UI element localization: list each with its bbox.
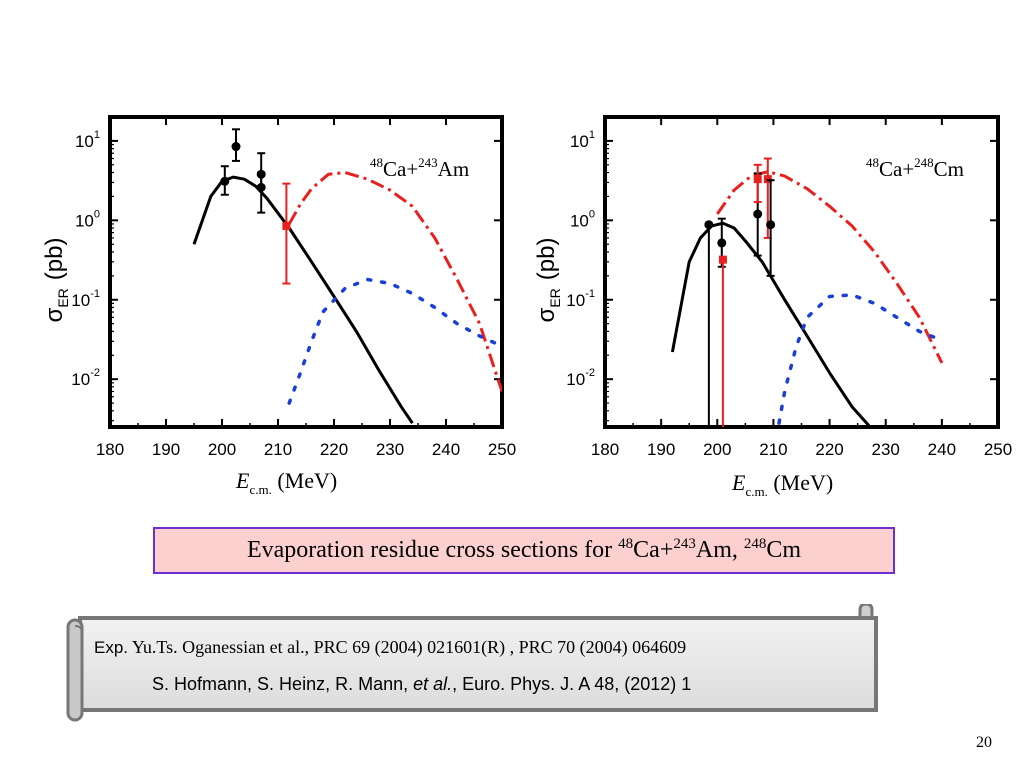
- chart-right-xtick-label: 180: [591, 440, 619, 459]
- chart-left-xtick-label: 200: [208, 440, 236, 459]
- chart-right-ytick-label: 100: [570, 208, 595, 230]
- chart-left-ytick-label: 10-2: [71, 367, 100, 389]
- chart-right: 180 190 200 210 220 230 240 250 10-2 10-1 100 101 σ…: [533, 115, 1012, 499]
- chart-left-plot-area: 180 190 200 210 220 230 240 250 10-2 10-1 100 101: [71, 115, 516, 459]
- chart-right-xtick-label: 190: [647, 440, 675, 459]
- exp-label: Exp.: [94, 638, 129, 657]
- chart-left-xtick-label: 240: [432, 440, 460, 459]
- chart-left-xtick-label: 180: [96, 440, 124, 459]
- chart-left-xtick-label: 250: [488, 440, 516, 459]
- chart-right-series-solid: [670, 221, 871, 427]
- caption-text: Evaporation residue cross sections for 4…: [246, 536, 802, 564]
- page-number: 20: [976, 734, 992, 751]
- chart-left-data-point: [282, 182, 291, 285]
- chart-left-xlabel: Ec.m. (MeV): [235, 468, 337, 497]
- chart-right-xlabel: Ec.m. (MeV): [731, 470, 833, 499]
- chart-right-xtick-label: 220: [815, 440, 843, 459]
- reference-line-2: S. Hofmann, S. Heinz, R. Mann, et al., E…: [152, 674, 692, 694]
- chart-left-ytick-label: 10-1: [71, 288, 100, 310]
- chart-left-xtick-label: 220: [320, 440, 348, 459]
- chart-right-plot-area: 180 190 200 210 220 230 240 250 10-2 10-1 100 101: [566, 115, 1012, 459]
- chart-left-ytick-label: 101: [75, 129, 100, 151]
- reference-scroll: [66, 604, 886, 724]
- chart-left-ylabel-sigma: σER(pb): [41, 238, 71, 323]
- caption-box: Evaporation residue cross sections for 4…: [153, 527, 895, 574]
- charts-canvas: 180 190 200 210 220 230 240 250 10-2 10-1 100 101 σ…: [41, 115, 1012, 499]
- chart-left-series-solid: [192, 175, 414, 424]
- reference-line-1: Exp. Yu.Ts. Oganessian et al., PRC 69 (2…: [94, 637, 687, 657]
- chart-right-xtick-label: 240: [928, 440, 956, 459]
- chart-right-data-point: [704, 220, 714, 427]
- chart-right-xtick-label: 210: [759, 440, 787, 459]
- chart-right-ylabel-sigma: σER(pb): [533, 238, 563, 323]
- chart-right-panel-label: 48Ca+248Cm: [866, 155, 964, 181]
- chart-right-ytick-label: 101: [570, 129, 595, 151]
- chart-right-ytick-label: 10-2: [566, 367, 595, 389]
- scroll-shape: [66, 604, 878, 722]
- chart-right-data-point: [718, 255, 727, 427]
- chart-left-data-point: [231, 128, 241, 162]
- chart-right-xtick-label: 250: [984, 440, 1012, 459]
- chart-right-data-point: [753, 163, 762, 204]
- chart-left-series-dotted: [287, 277, 502, 405]
- chart-right-xtick-label: 230: [872, 440, 900, 459]
- chart-left-data-point: [220, 165, 230, 196]
- chart-left-xtick-label: 190: [152, 440, 180, 459]
- chart-right-ytick-label: 10-1: [566, 288, 595, 310]
- chart-left-data-point: [256, 152, 266, 189]
- chart-left-ytick-label: 100: [75, 208, 100, 230]
- chart-left-panel-label: 48Ca+243Am: [370, 155, 469, 181]
- chart-right-series-dashdot: [716, 170, 944, 364]
- chart-left-xtick-label: 230: [376, 440, 404, 459]
- chart-left: 180 190 200 210 220 230 240 250 10-2 10-1 100 101 σ…: [41, 115, 516, 497]
- chart-left-series-dashdot: [287, 171, 502, 392]
- chart-right-xtick-label: 200: [703, 440, 731, 459]
- chart-right-data-point: [766, 179, 776, 277]
- chart-left-xtick-label: 210: [264, 440, 292, 459]
- chart-right-series-dotted: [777, 293, 938, 425]
